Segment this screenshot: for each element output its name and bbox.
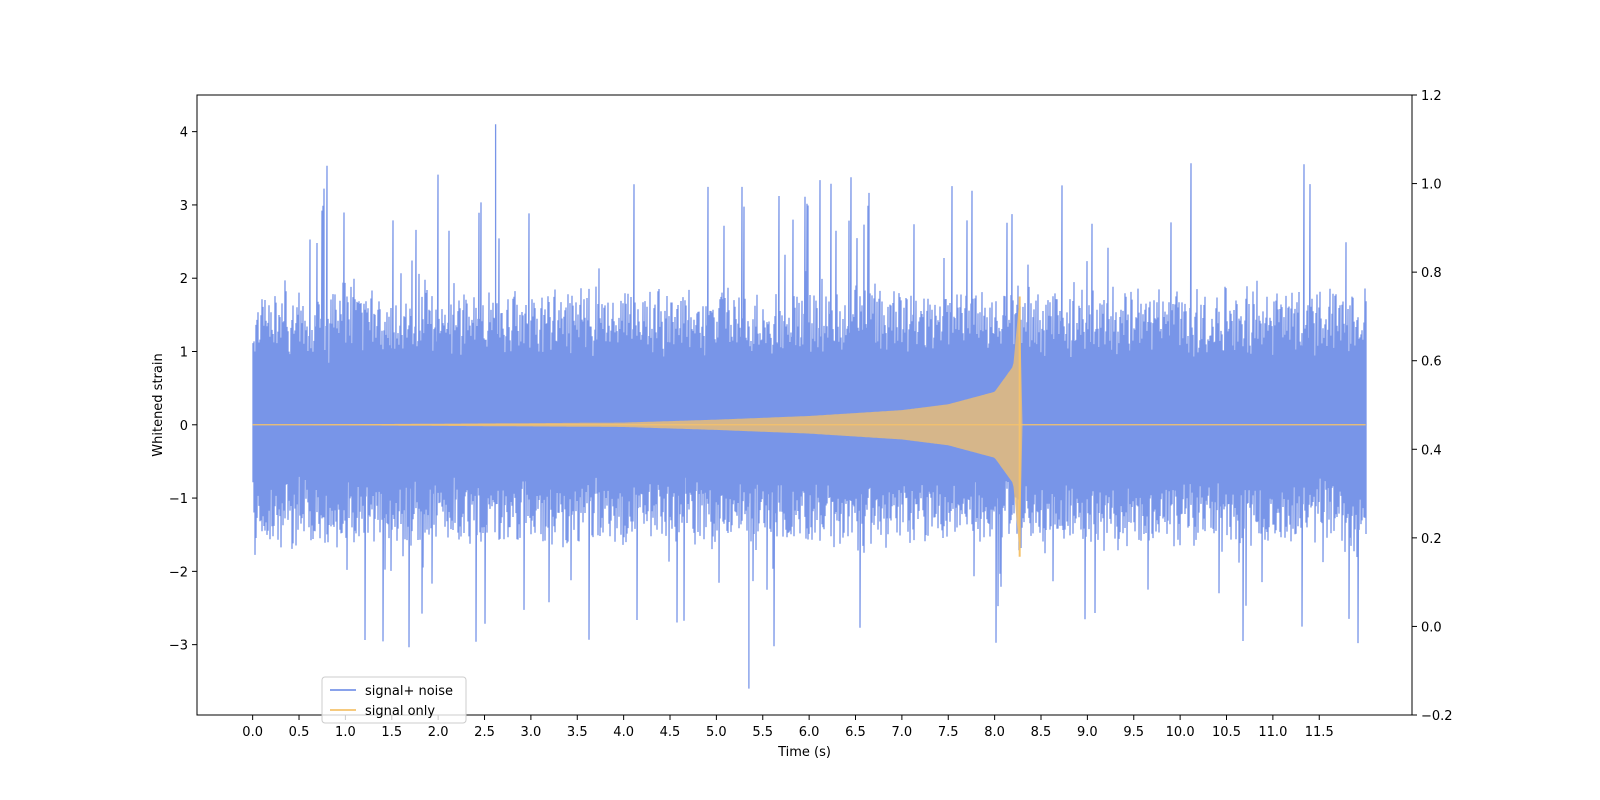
y2-tick-label: 0.6 — [1421, 355, 1442, 370]
x-tick-label: 10.5 — [1212, 725, 1241, 740]
y-axis-label: Whitened strain — [151, 353, 166, 456]
x-tick-label: 5.0 — [706, 725, 727, 740]
x-tick-label: 6.0 — [799, 725, 820, 740]
x-tick-label: 0.0 — [242, 725, 263, 740]
x-tick-label: 6.5 — [845, 725, 866, 740]
y-tick-label: 1 — [180, 346, 188, 361]
x-tick-label: 8.0 — [984, 725, 1005, 740]
legend-label-signal-only: signal only — [365, 704, 435, 719]
x-tick-label: 3.5 — [567, 725, 588, 740]
y-tick-label: 2 — [180, 272, 188, 287]
x-tick-label: 2.0 — [428, 725, 449, 740]
y2-tick-label: 0.8 — [1421, 266, 1442, 281]
y2-tick-label: 0.4 — [1421, 443, 1442, 458]
y-tick-label: 0 — [180, 419, 188, 434]
y2-tick-label: 1.2 — [1421, 89, 1442, 104]
y2-tick-label: −0.2 — [1421, 709, 1453, 724]
legend-box — [321, 676, 467, 724]
y-tick-label: −3 — [169, 639, 188, 654]
x-tick-label: 4.0 — [613, 725, 634, 740]
axes: 0.0 0.5 1.0 1.5 2.0 2.5 3.0 3.5 4.0 4.5 5.0 5.5 6.0 6… — [169, 89, 1453, 740]
y-tick-label: −2 — [169, 565, 188, 580]
x-tick-label: 9.5 — [1123, 725, 1144, 740]
y2-tick-label: 0.2 — [1421, 532, 1442, 547]
x-tick-label: 3.0 — [521, 725, 542, 740]
legend: signal+ noise signal only — [321, 676, 467, 724]
x-tick-label: 1.5 — [381, 725, 402, 740]
y2-tick-label: 1.0 — [1421, 178, 1442, 193]
x-axis-label: Time (s) — [777, 745, 831, 760]
x-tick-label: 2.5 — [474, 725, 495, 740]
x-tick-label: 10.0 — [1166, 725, 1195, 740]
x-tick-label: 8.5 — [1031, 725, 1052, 740]
plot-frame — [196, 94, 1413, 716]
y2-tick-label: 0.0 — [1421, 620, 1442, 635]
x-tick-label: 7.0 — [892, 725, 913, 740]
x-tick-label: 7.5 — [938, 725, 959, 740]
x-tick-label: 1.0 — [335, 725, 356, 740]
x-tick-label: 0.5 — [289, 725, 310, 740]
x-tick-label: 11.5 — [1305, 725, 1334, 740]
x-tick-label: 11.0 — [1258, 725, 1287, 740]
legend-label-signal-noise: signal+ noise — [365, 684, 453, 699]
series-signal-noise — [252, 124, 1367, 689]
y-tick-label: −1 — [169, 492, 188, 507]
y-tick-label: 3 — [180, 199, 188, 214]
y-tick-label: 4 — [180, 126, 188, 141]
x-tick-label: 9.0 — [1077, 725, 1098, 740]
x-tick-label: 4.5 — [660, 725, 681, 740]
x-tick-label: 5.5 — [752, 725, 773, 740]
plot-area — [252, 124, 1367, 689]
